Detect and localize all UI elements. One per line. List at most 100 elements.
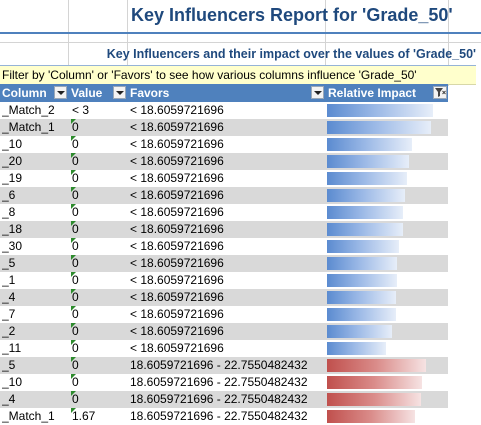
cell-column: _8 bbox=[2, 204, 68, 221]
cell-favors: < 18.6059721696 bbox=[130, 102, 325, 119]
table-row: _8 0 < 18.6059721696 bbox=[0, 204, 448, 221]
cell-relative-impact bbox=[326, 136, 448, 153]
cell-value: 0 bbox=[71, 221, 125, 238]
table-row: _6 0 < 18.6059721696 bbox=[0, 187, 448, 204]
impact-bar bbox=[327, 359, 426, 372]
header-value: Value bbox=[69, 84, 127, 102]
cell-column: _Match_1 bbox=[2, 408, 68, 425]
cell-relative-impact bbox=[326, 119, 448, 136]
number-as-text-indicator-icon bbox=[71, 408, 76, 413]
cell-relative-impact bbox=[326, 340, 448, 357]
table-row: _1 0 < 18.6059721696 bbox=[0, 272, 448, 289]
cell-favors: 18.6059721696 - 22.7550482432 bbox=[130, 374, 325, 391]
table-row: _30 0 < 18.6059721696 bbox=[0, 238, 448, 255]
cell-column: _5 bbox=[2, 357, 68, 374]
table-row: _10 0 18.6059721696 - 22.7550482432 bbox=[0, 374, 448, 391]
number-as-text-indicator-icon bbox=[71, 323, 76, 328]
number-as-text-indicator-icon bbox=[71, 238, 76, 243]
number-as-text-indicator-icon bbox=[71, 136, 76, 141]
cell-relative-impact bbox=[326, 306, 448, 323]
favors-filter-dropdown-icon[interactable] bbox=[311, 86, 324, 99]
cell-relative-impact bbox=[326, 391, 448, 408]
cell-favors: < 18.6059721696 bbox=[130, 289, 325, 306]
cell-value: 0 bbox=[71, 187, 125, 204]
number-as-text-indicator-icon bbox=[71, 204, 76, 209]
table-row: _4 0 18.6059721696 - 22.7550482432 bbox=[0, 391, 448, 408]
impact-bar bbox=[327, 189, 405, 202]
table-header: Column Value Favors Relative Impact bbox=[0, 84, 448, 102]
impact-bar bbox=[327, 308, 396, 321]
table-row: _2 0 < 18.6059721696 bbox=[0, 323, 448, 340]
cell-value: 0 bbox=[71, 255, 125, 272]
cell-column: _10 bbox=[2, 136, 68, 153]
report-title-text: Key Influencers Report for 'Grade_50' bbox=[131, 5, 453, 26]
table-row: _18 0 < 18.6059721696 bbox=[0, 221, 448, 238]
cell-favors: 18.6059721696 - 22.7550482432 bbox=[130, 408, 325, 425]
number-as-text-indicator-icon bbox=[71, 221, 76, 226]
cell-value: 1.67 bbox=[71, 408, 125, 425]
impact-bar bbox=[327, 172, 407, 185]
impact-bar bbox=[327, 376, 422, 389]
cell-value: 0 bbox=[71, 357, 125, 374]
cell-relative-impact bbox=[326, 221, 448, 238]
cell-value: 0 bbox=[71, 153, 125, 170]
table-row: _20 0 < 18.6059721696 bbox=[0, 153, 448, 170]
cell-column: _11 bbox=[2, 340, 68, 357]
cell-value-text: < 3 bbox=[71, 103, 89, 117]
number-as-text-indicator-icon bbox=[71, 340, 76, 345]
cell-column: _10 bbox=[2, 374, 68, 391]
cell-value: 0 bbox=[71, 391, 125, 408]
column-filter-dropdown-icon[interactable] bbox=[54, 86, 67, 99]
table-row: _Match_1 1.67 18.6059721696 - 22.755048243… bbox=[0, 408, 448, 425]
cell-value: 0 bbox=[71, 323, 125, 340]
table-row: _5 0 18.6059721696 - 22.7550482432 bbox=[0, 357, 448, 374]
number-as-text-indicator-icon bbox=[71, 306, 76, 311]
cell-favors: < 18.6059721696 bbox=[130, 272, 325, 289]
table-row: _5 0 < 18.6059721696 bbox=[0, 255, 448, 272]
cell-relative-impact bbox=[326, 187, 448, 204]
impact-bar bbox=[327, 104, 433, 117]
impact-bar bbox=[327, 257, 397, 270]
cell-favors: < 18.6059721696 bbox=[130, 187, 325, 204]
cell-favors: < 18.6059721696 bbox=[130, 238, 325, 255]
cell-relative-impact bbox=[326, 102, 448, 119]
cell-relative-impact bbox=[326, 323, 448, 340]
cell-column: _1 bbox=[2, 272, 68, 289]
cell-value: 0 bbox=[71, 238, 125, 255]
cell-favors: < 18.6059721696 bbox=[130, 340, 325, 357]
report-title: Key Influencers Report for 'Grade_50' bbox=[0, 0, 481, 34]
table-row: _7 0 < 18.6059721696 bbox=[0, 306, 448, 323]
cell-favors: < 18.6059721696 bbox=[130, 119, 325, 136]
influencers-table: Column Value Favors Relative Impact _Mat… bbox=[0, 84, 448, 425]
table-row: _19 0 < 18.6059721696 bbox=[0, 170, 448, 187]
header-value-label: Value bbox=[69, 86, 102, 100]
number-as-text-indicator-icon bbox=[71, 374, 76, 379]
cell-relative-impact bbox=[326, 272, 448, 289]
impact-bar bbox=[327, 274, 397, 287]
impact-filter-active-icon[interactable] bbox=[433, 86, 447, 99]
cell-column: _2 bbox=[2, 323, 68, 340]
value-filter-dropdown-icon[interactable] bbox=[113, 86, 126, 99]
filter-hint-text: Filter by 'Column' or 'Favors' to see ho… bbox=[0, 68, 417, 82]
cell-column: _5 bbox=[2, 255, 68, 272]
cell-favors: < 18.6059721696 bbox=[130, 306, 325, 323]
table-row: _Match_2 < 3 < 18.6059721696 bbox=[0, 102, 448, 119]
header-favors-label: Favors bbox=[128, 86, 169, 100]
cell-column: _6 bbox=[2, 187, 68, 204]
cell-favors: 18.6059721696 - 22.7550482432 bbox=[130, 391, 325, 408]
table-body: _Match_2 < 3 < 18.6059721696 _Match_1 0 < 18.… bbox=[0, 102, 448, 425]
header-column: Column bbox=[0, 84, 68, 102]
cell-column: _Match_1 bbox=[2, 119, 68, 136]
cell-relative-impact bbox=[326, 204, 448, 221]
cell-relative-impact bbox=[326, 238, 448, 255]
table-row: _Match_1 0 < 18.6059721696 bbox=[0, 119, 448, 136]
impact-bar bbox=[327, 138, 412, 151]
cell-value: 0 bbox=[71, 289, 125, 306]
cell-column: _19 bbox=[2, 170, 68, 187]
number-as-text-indicator-icon bbox=[71, 153, 76, 158]
cell-relative-impact bbox=[326, 255, 448, 272]
header-impact: Relative Impact bbox=[326, 84, 448, 102]
cell-column: _4 bbox=[2, 289, 68, 306]
cell-favors: < 18.6059721696 bbox=[130, 136, 325, 153]
header-column-label: Column bbox=[0, 86, 47, 100]
